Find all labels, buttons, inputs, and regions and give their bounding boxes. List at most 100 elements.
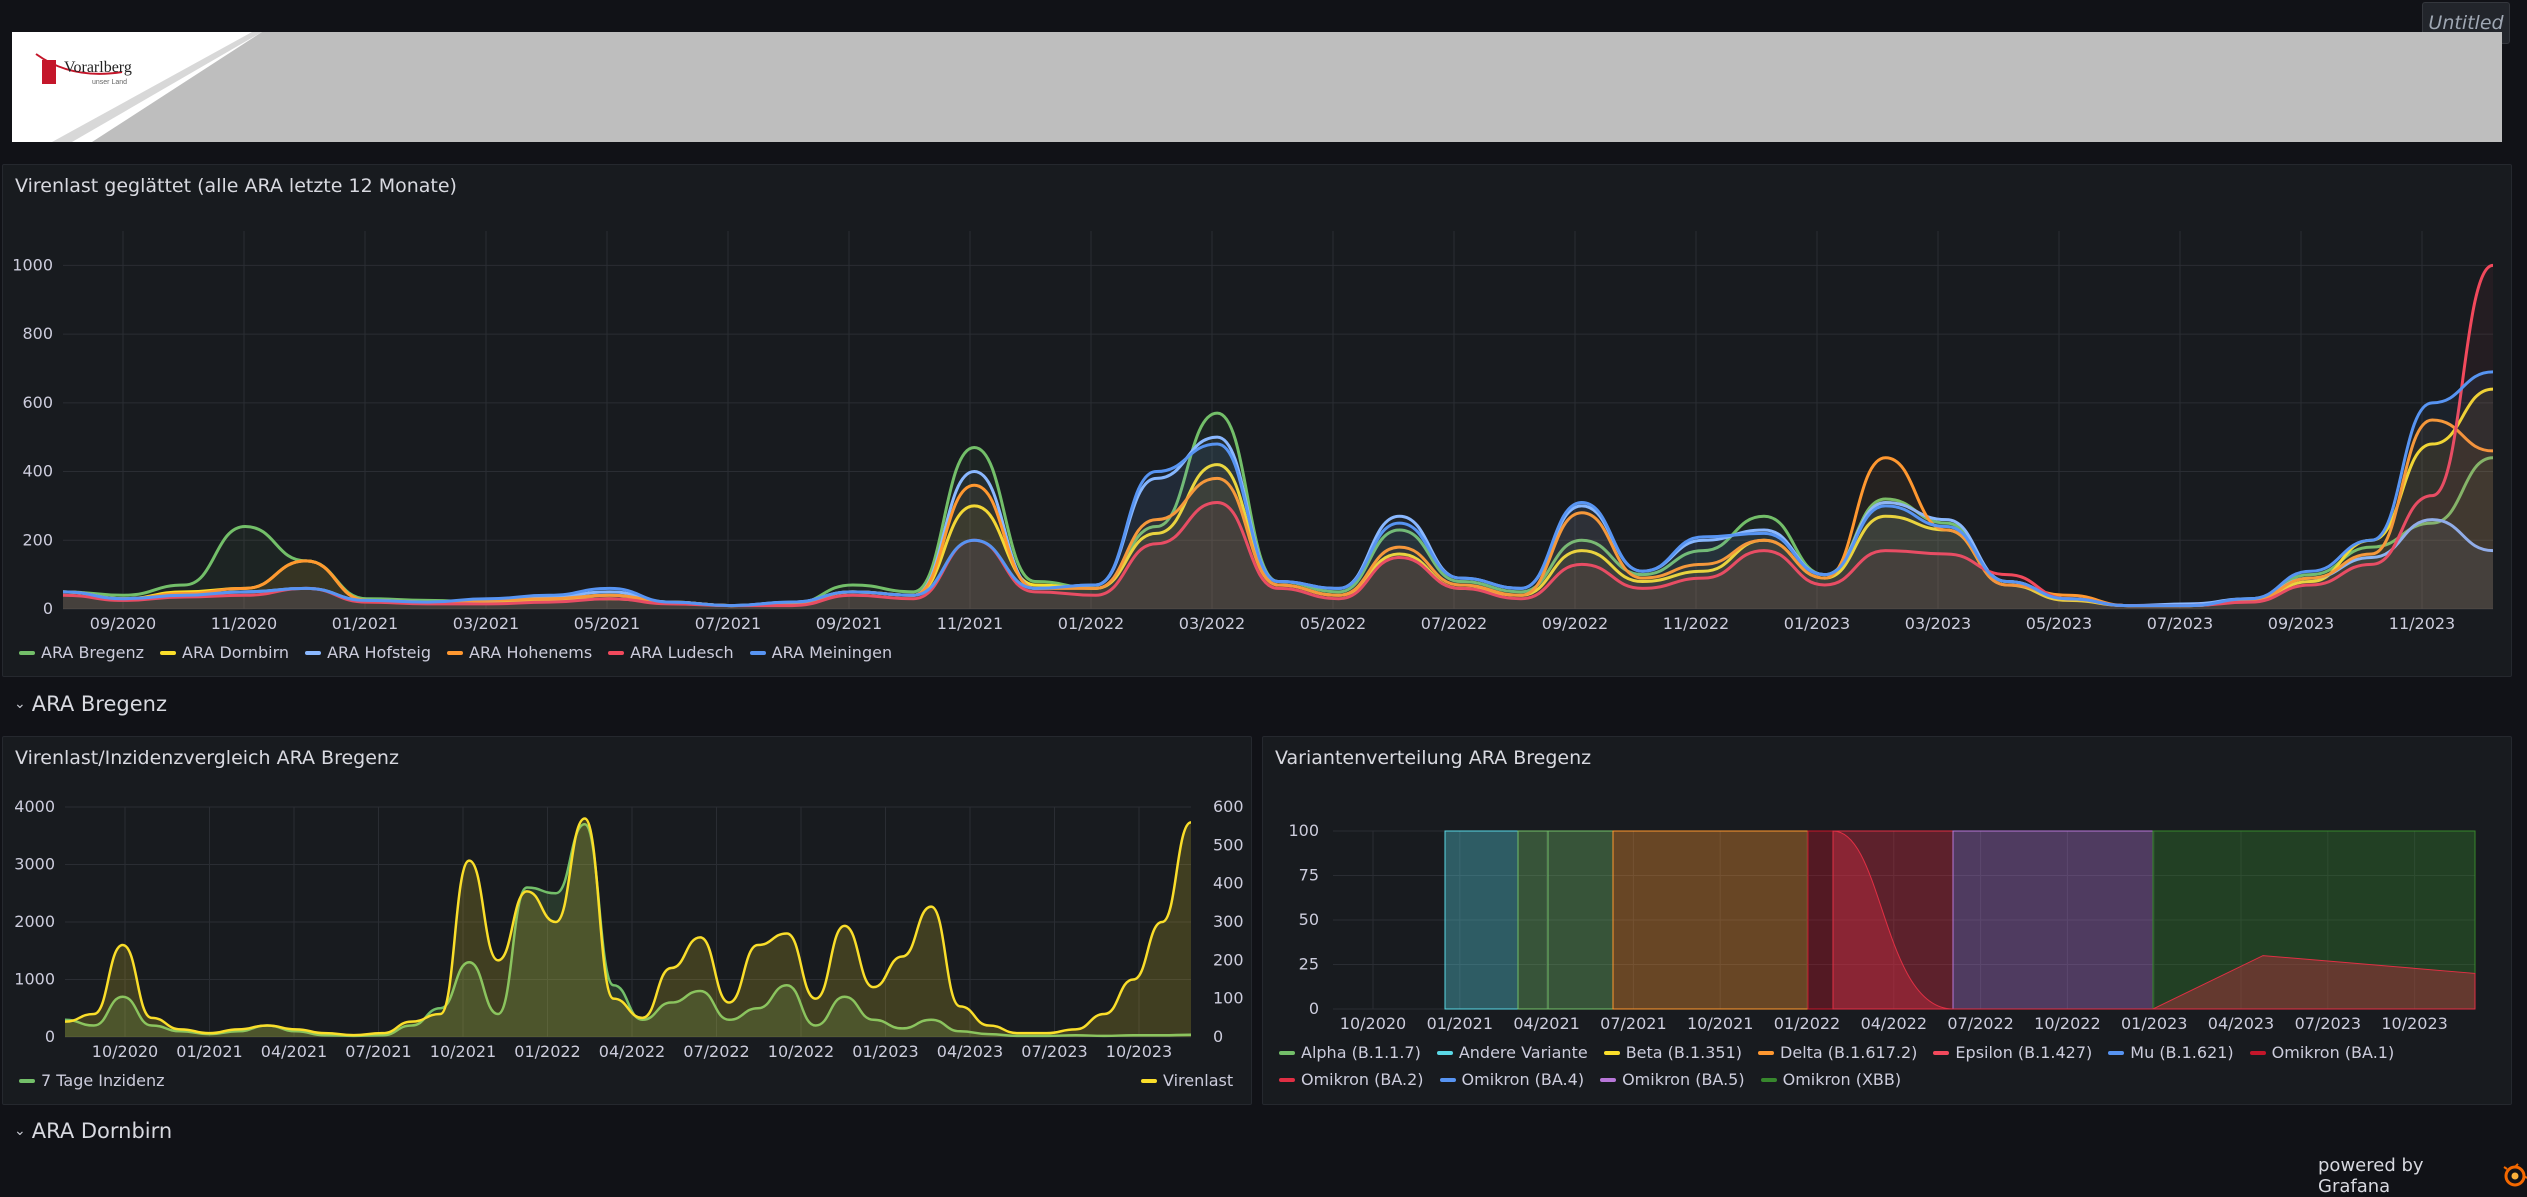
legend-swatch: [1279, 1050, 1295, 1055]
legend-label: Omikron (BA.5): [1622, 1070, 1745, 1089]
legend-item[interactable]: Omikron (BA.2): [1279, 1070, 1424, 1089]
series-area: [63, 420, 2493, 609]
header-banner: Vorarlberg unser Land: [12, 32, 2502, 142]
legend-swatch: [160, 650, 177, 655]
series-line: [62, 263, 2494, 608]
y-tick-label-right: 300: [1213, 912, 1244, 931]
x-tick-label: 11/2020: [211, 614, 277, 633]
x-tick-label: 04/2021: [261, 1042, 327, 1061]
legend-label: Omikron (BA.4): [1461, 1070, 1585, 1089]
y-tick-label: 0: [1309, 999, 1319, 1018]
x-tick-label: 11/2022: [1663, 614, 1729, 633]
x-tick-label: 09/2023: [2268, 614, 2334, 633]
x-tick-label: 05/2023: [2026, 614, 2092, 633]
legend-item[interactable]: ARA Meiningen: [749, 643, 893, 662]
grafana-logo-icon: [2503, 1163, 2527, 1187]
legend-swatch: [1758, 1050, 1775, 1055]
legend-swatch: [19, 1078, 35, 1083]
legend-item[interactable]: ARA Dornbirn: [160, 643, 289, 662]
row-toggle-bregenz[interactable]: ⌄ ARA Bregenz: [14, 692, 167, 716]
y-tick-label: 800: [22, 324, 53, 343]
legend-label: Mu (B.1.621): [2130, 1043, 2234, 1062]
row-toggle-dornbirn[interactable]: ⌄ ARA Dornbirn: [14, 1119, 172, 1143]
y-tick-label-right: 600: [1213, 797, 1244, 816]
legend-label: Delta (B.1.617.2): [1780, 1043, 1918, 1062]
x-tick-label: 01/2023: [1784, 614, 1850, 633]
x-tick-label: 09/2020: [90, 614, 156, 633]
legend-swatch: [2249, 1050, 2266, 1055]
legend-item[interactable]: ARA Bregenz: [19, 643, 144, 662]
y-tick-label: 1000: [12, 255, 53, 274]
x-tick-label: 07/2022: [1421, 614, 1487, 633]
legend-item[interactable]: Delta (B.1.617.2): [1758, 1043, 1917, 1062]
legend-label: Omikron (BA.1): [2271, 1043, 2395, 1062]
y-tick-label: 50: [1299, 910, 1319, 929]
series-line: [64, 822, 1192, 1038]
legend-item[interactable]: Omikron (XBB): [1760, 1070, 1901, 1089]
legend-item[interactable]: Omikron (BA.5): [1600, 1070, 1745, 1089]
legend-label: Virenlast: [1163, 1071, 1234, 1090]
stacked-area-chart: 0 25 50 75 100 10/2020 01/2021 04/2021 07/2021 10…: [1288, 821, 2476, 1033]
legend-right: Virenlast: [1141, 1071, 1233, 1090]
legend-item[interactable]: Omikron (BA.4): [1439, 1070, 1585, 1089]
panel-virenlast-inzidenz: Virenlast/Inzidenzvergleich ARA Bregenz …: [2, 736, 1252, 1105]
panel-title[interactable]: Virenlast geglättet (alle ARA letzte 12 …: [15, 175, 457, 197]
powered-by-link[interactable]: powered by Grafana: [2318, 1155, 2527, 1197]
x-tick-label: 10/2022: [2034, 1014, 2100, 1033]
variant-area: [1612, 830, 1809, 1010]
x-tick-label: 04/2023: [2208, 1014, 2274, 1033]
legend-item[interactable]: Beta (B.1.351): [1603, 1043, 1742, 1062]
legend-left: 7 Tage Inzidenz: [19, 1071, 165, 1090]
legend-swatch: [1439, 1077, 1456, 1082]
legend-item[interactable]: Alpha (B.1.1.7): [1279, 1043, 1421, 1062]
y-tick-label-right: 400: [1213, 874, 1244, 893]
series-area: [63, 371, 2493, 609]
chevron-down-icon: ⌄: [14, 1123, 26, 1139]
legend-item[interactable]: Mu (B.1.621): [2108, 1043, 2234, 1062]
legend-item[interactable]: ARA Hofsteig: [305, 643, 431, 662]
chevron-down-icon: ⌄: [14, 696, 26, 712]
powered-by-text: powered by Grafana: [2318, 1155, 2424, 1197]
series-area: [63, 413, 2493, 609]
x-tick-label: 01/2022: [1058, 614, 1124, 633]
y-tick-label: 100: [1288, 821, 1319, 840]
legend-swatch: [1603, 1050, 1620, 1055]
x-tick-label: 07/2023: [1021, 1042, 1087, 1061]
logo-subtext: unser Land: [92, 79, 127, 86]
legend-swatch: [1141, 1078, 1157, 1083]
x-tick-label: 01/2023: [852, 1042, 918, 1061]
legend-item[interactable]: ARA Ludesch: [608, 643, 734, 662]
x-tick-label: 01/2021: [1427, 1014, 1493, 1033]
x-tick-label: 01/2023: [2121, 1014, 2187, 1033]
x-tick-label: 07/2021: [1600, 1014, 1666, 1033]
legend-item[interactable]: Virenlast: [1141, 1071, 1233, 1090]
legend-item[interactable]: Epsilon (B.1.427): [1933, 1043, 2092, 1062]
variant-area: [1807, 830, 1834, 1010]
panel-title[interactable]: Virenlast/Inzidenzvergleich ARA Bregenz: [15, 747, 399, 769]
x-tick-label: 10/2021: [430, 1042, 496, 1061]
logo-text: Vorarlberg: [64, 59, 132, 76]
x-tick-label: 11/2021: [937, 614, 1003, 633]
legend-item[interactable]: 7 Tage Inzidenz: [19, 1071, 165, 1090]
legend-swatch: [608, 650, 625, 655]
panel-title[interactable]: Variantenverteilung ARA Bregenz: [1275, 747, 1592, 769]
x-tick-label: 10/2020: [1340, 1014, 1406, 1033]
row-title-text: ARA Bregenz: [31, 692, 167, 716]
legend-item[interactable]: ARA Hohenems: [447, 643, 592, 662]
legend: Alpha (B.1.1.7) Andere Variante Beta (B.1.…: [1279, 1043, 2499, 1089]
series-line: [62, 387, 2494, 608]
x-tick-label: 07/2022: [1947, 1014, 2013, 1033]
legend-item[interactable]: Andere Variante: [1436, 1043, 1588, 1062]
x-tick-label: 04/2022: [599, 1042, 665, 1061]
x-tick-label: 07/2021: [345, 1042, 411, 1061]
y-tick-label-right: 200: [1213, 950, 1244, 969]
legend-label: Andere Variante: [1458, 1043, 1588, 1062]
legend-label: ARA Meiningen: [771, 643, 893, 662]
series-area: [63, 437, 2493, 609]
legend-swatch: [1933, 1050, 1950, 1055]
legend-item[interactable]: Omikron (BA.1): [2249, 1043, 2395, 1062]
series-line: [64, 817, 1192, 1037]
y-tick-label: 25: [1299, 955, 1319, 974]
y-tick-label-right: 500: [1213, 835, 1244, 854]
legend-swatch: [447, 650, 464, 655]
